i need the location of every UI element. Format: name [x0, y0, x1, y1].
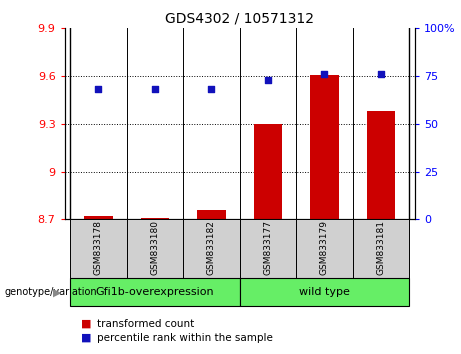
Text: GSM833181: GSM833181 [377, 220, 385, 275]
Text: ■: ■ [81, 319, 91, 329]
Bar [240, 278, 409, 306]
Title: GDS4302 / 10571312: GDS4302 / 10571312 [165, 12, 314, 26]
Bar [240, 219, 296, 278]
Bar [127, 219, 183, 278]
Text: genotype/variation: genotype/variation [5, 287, 97, 297]
Bar [70, 278, 240, 306]
Text: GSM833177: GSM833177 [264, 220, 272, 275]
Bar [183, 219, 240, 278]
Point [264, 77, 272, 83]
Text: transformed count: transformed count [97, 319, 194, 329]
Point [377, 72, 384, 77]
Point [321, 72, 328, 77]
Point [95, 87, 102, 92]
Bar [296, 219, 353, 278]
Text: GSM833179: GSM833179 [320, 220, 329, 275]
Bar [197, 210, 225, 219]
Point [208, 87, 215, 92]
Point [151, 87, 159, 92]
Text: GSM833182: GSM833182 [207, 220, 216, 275]
Text: percentile rank within the sample: percentile rank within the sample [97, 333, 273, 343]
Bar [310, 75, 339, 219]
Text: Gfi1b-overexpression: Gfi1b-overexpression [95, 287, 214, 297]
Bar [84, 216, 112, 219]
Text: ■: ■ [81, 333, 91, 343]
Bar [141, 218, 169, 219]
Text: GSM833178: GSM833178 [94, 220, 103, 275]
Bar [353, 219, 409, 278]
Bar [254, 124, 282, 219]
Text: ▶: ▶ [53, 288, 61, 298]
Bar [70, 219, 127, 278]
Bar [367, 111, 395, 219]
Text: wild type: wild type [299, 287, 350, 297]
Text: GSM833180: GSM833180 [150, 220, 160, 275]
